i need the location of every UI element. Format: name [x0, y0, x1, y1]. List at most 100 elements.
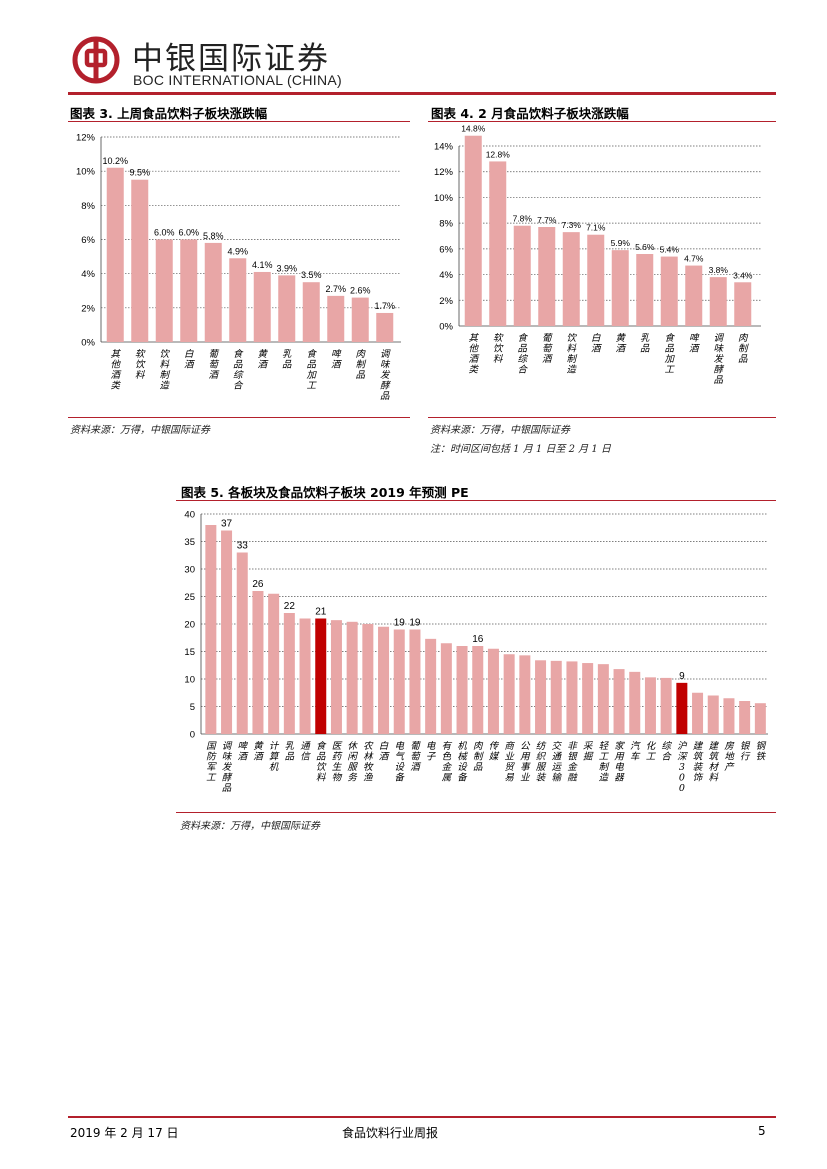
figure4-title: 图表 4. 2 月食品饮料子板块涨跌幅: [431, 106, 629, 121]
data-label: 12.8%: [486, 149, 511, 159]
x-category-label: 有色金属: [442, 741, 453, 784]
bar: [754, 703, 766, 734]
bar: [538, 227, 556, 326]
x-category-label: 啤酒: [689, 333, 700, 355]
x-category-label: 啤酒: [331, 349, 342, 371]
bar: [611, 250, 629, 326]
x-category-label: 公用事业: [520, 741, 531, 784]
bar: [487, 648, 499, 734]
data-label: 19: [409, 618, 421, 629]
data-label: 26: [252, 579, 264, 590]
x-category-label: 黄酒: [257, 349, 268, 371]
data-label: 2.7%: [325, 284, 346, 294]
data-label: 5.9%: [611, 238, 631, 248]
bar: [362, 624, 374, 734]
x-category-label: 轻工制造: [599, 741, 610, 784]
y-tick-label: 14%: [434, 142, 454, 153]
y-tick-label: 4%: [439, 270, 453, 281]
bar: [629, 671, 641, 734]
bar: [723, 698, 735, 734]
footer-page-number: 5: [758, 1124, 766, 1138]
x-category-label: 汽车: [630, 741, 641, 763]
data-label: 7.3%: [562, 220, 582, 230]
bar: [550, 660, 562, 734]
x-category-label: 电气设备: [394, 741, 405, 784]
x-category-label: 机械设备: [457, 741, 468, 784]
data-label: 2.6%: [350, 286, 371, 296]
bar: [236, 552, 248, 734]
figure5-bottom-rule: [176, 812, 776, 813]
bar: [513, 225, 531, 326]
footer-report-name: 食品饮料行业周报: [342, 1126, 439, 1140]
bar: [252, 591, 264, 734]
bar: [253, 271, 271, 342]
x-category-label: 调味发酵品: [222, 741, 233, 794]
x-category-label: 葡萄酒: [208, 349, 219, 381]
y-tick-label: 25: [184, 592, 195, 603]
y-tick-label: 0: [190, 730, 195, 741]
bar: [268, 593, 280, 734]
bar: [205, 525, 217, 734]
company-logo: [72, 36, 120, 84]
data-label: 3.8%: [709, 265, 729, 275]
data-label: 3.9%: [276, 263, 297, 273]
x-category-label: 通信: [300, 741, 311, 763]
y-tick-label: 10: [184, 675, 195, 686]
company-name-en: BOC INTERNATIONAL (CHINA): [133, 72, 342, 88]
x-category-label: 纺织服装: [536, 741, 547, 784]
y-tick-label: 0%: [439, 322, 453, 333]
data-label: 16: [472, 634, 484, 645]
bar: [503, 654, 515, 734]
data-label: 6.0%: [154, 228, 175, 238]
data-label: 7.7%: [537, 215, 557, 225]
x-category-label: 软饮料: [135, 349, 146, 381]
bar: [204, 242, 222, 342]
data-label: 7.8%: [513, 214, 533, 224]
bar: [229, 258, 247, 342]
y-tick-label: 0%: [81, 338, 95, 349]
bar: [489, 161, 507, 326]
x-category-label: 饮料制造: [159, 349, 170, 392]
figure4-note: 注：时间区间包括 1 月 1 日至 2 月 1 日: [430, 444, 611, 455]
x-category-label: 食品加工: [306, 348, 317, 392]
x-category-label: 肉制品: [473, 741, 484, 773]
x-category-label: 白酒: [184, 348, 195, 371]
figure5-title: 图表 5. 各板块及食品饮料子板块 2019 年预测 PE: [181, 485, 469, 500]
x-category-label: 家用电器: [614, 740, 625, 784]
bar: [315, 618, 327, 734]
figure4-bottom-rule: [428, 417, 776, 418]
y-tick-label: 40: [184, 510, 195, 521]
data-label: 6.0%: [178, 228, 199, 238]
bar: [660, 256, 678, 326]
bar: [180, 239, 198, 342]
y-tick-label: 8%: [439, 219, 453, 230]
data-label: 21: [315, 607, 327, 618]
bar: [440, 643, 452, 734]
x-category-label: 交通运输: [551, 740, 562, 784]
data-label: 7.1%: [586, 223, 606, 233]
x-category-label: 综合: [661, 740, 672, 763]
bar: [425, 638, 437, 734]
x-category-label: 调味发酵品: [380, 349, 391, 402]
bar: [155, 239, 173, 342]
x-category-label: 休闲服务: [347, 741, 358, 784]
x-category-label: 农林牧渔: [363, 741, 374, 784]
x-category-label: 肉制品: [738, 333, 749, 365]
bar: [685, 265, 703, 326]
boc-logo-icon: [72, 36, 120, 84]
bar: [613, 669, 625, 734]
bar: [519, 655, 531, 734]
bar: [582, 663, 594, 734]
bar: [535, 660, 547, 734]
data-label: 4.1%: [252, 260, 273, 270]
x-category-label: 调味发酵品: [713, 333, 724, 386]
y-tick-label: 6%: [81, 235, 95, 246]
bar: [131, 179, 149, 342]
bar: [660, 677, 672, 734]
bar: [346, 621, 358, 734]
bar: [278, 275, 296, 342]
x-category-label: 商业贸易: [504, 740, 515, 784]
data-label: 4.9%: [227, 246, 248, 256]
y-tick-label: 10%: [76, 167, 96, 178]
